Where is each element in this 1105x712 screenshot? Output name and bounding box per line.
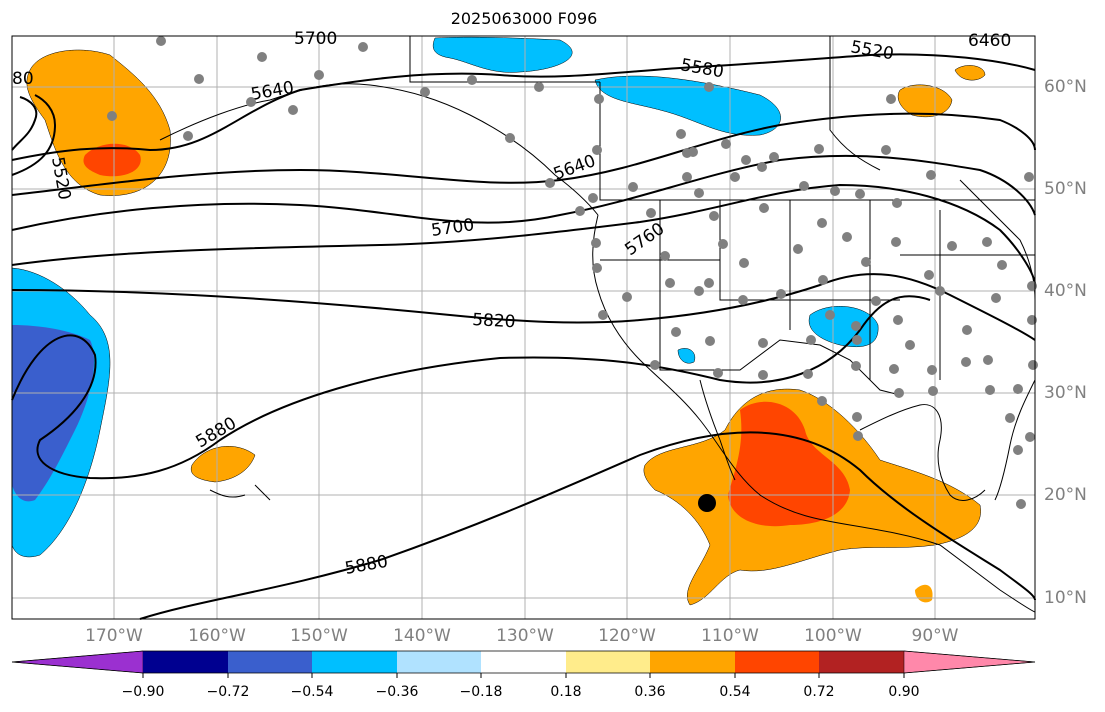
colorbar-swatch <box>481 651 566 673</box>
colorbar-tick-label: −0.54 <box>290 684 334 700</box>
colorbar-swatch <box>735 651 819 673</box>
shade-strong-negative-westpac <box>12 325 95 502</box>
contour-label: 5700 <box>294 29 337 49</box>
colorbar-swatch <box>143 651 228 673</box>
colorbar-tick-label: −0.18 <box>459 684 503 700</box>
colorbar-tick-label: −0.72 <box>206 684 250 700</box>
shade-positive-labrador <box>954 65 986 81</box>
colorbar-extend-high <box>903 650 1036 674</box>
colorbar-tick-label: 0.36 <box>634 684 666 700</box>
lon-label: 140°W <box>393 626 451 646</box>
colorbar-extend-low <box>11 650 144 674</box>
lat-label: 60°N <box>1044 77 1087 97</box>
lat-label: 30°N <box>1044 383 1087 403</box>
colorbar-tick-label: 0.54 <box>719 684 751 700</box>
shade-negative-canada <box>594 75 781 136</box>
station-markers <box>107 36 1038 509</box>
map-border <box>11 35 1036 620</box>
colorbar-swatch <box>397 651 481 673</box>
colorbar-tick-label: 0.90 <box>888 684 920 700</box>
contour-label: 6460 <box>968 31 1011 51</box>
shade-negative-arizona <box>677 348 696 364</box>
colorbar-swatch <box>819 651 904 673</box>
lon-label: 150°W <box>290 626 348 646</box>
colorbar-swatch <box>228 651 312 673</box>
lat-label: 20°N <box>1044 485 1087 505</box>
lon-label: 170°W <box>85 626 143 646</box>
shade-positive-hawaii <box>190 446 256 483</box>
lat-label: 40°N <box>1044 281 1087 301</box>
target-location-marker <box>698 494 716 512</box>
contours <box>11 53 1036 620</box>
colorbar-swatch <box>312 651 397 673</box>
lon-label: 110°W <box>701 626 759 646</box>
lon-label: 160°W <box>188 626 246 646</box>
colorbar-swatch <box>650 651 735 673</box>
graticule <box>12 36 1035 619</box>
colorbar-tick-label: 0.72 <box>803 684 835 700</box>
map-title: 2025063000 F096 <box>450 9 598 28</box>
colorbar-tick-label: −0.36 <box>375 684 419 700</box>
colorbar-tick-label: −0.90 <box>121 684 165 700</box>
lon-label: 90°W <box>911 626 959 646</box>
lon-label: 120°W <box>598 626 656 646</box>
lon-label: 100°W <box>804 626 862 646</box>
contour-label: 80 <box>12 69 34 89</box>
shade-strong-alaska <box>83 143 141 177</box>
colorbar-tick-label: 0.18 <box>550 684 582 700</box>
lon-label: 130°W <box>496 626 554 646</box>
colorbar-swatch <box>566 651 650 673</box>
contour-label: 5820 <box>472 310 516 332</box>
colorbar <box>11 650 1036 678</box>
lat-label: 10°N <box>1044 588 1087 608</box>
shade-negative-gulf <box>432 36 573 73</box>
lat-label: 50°N <box>1044 179 1087 199</box>
